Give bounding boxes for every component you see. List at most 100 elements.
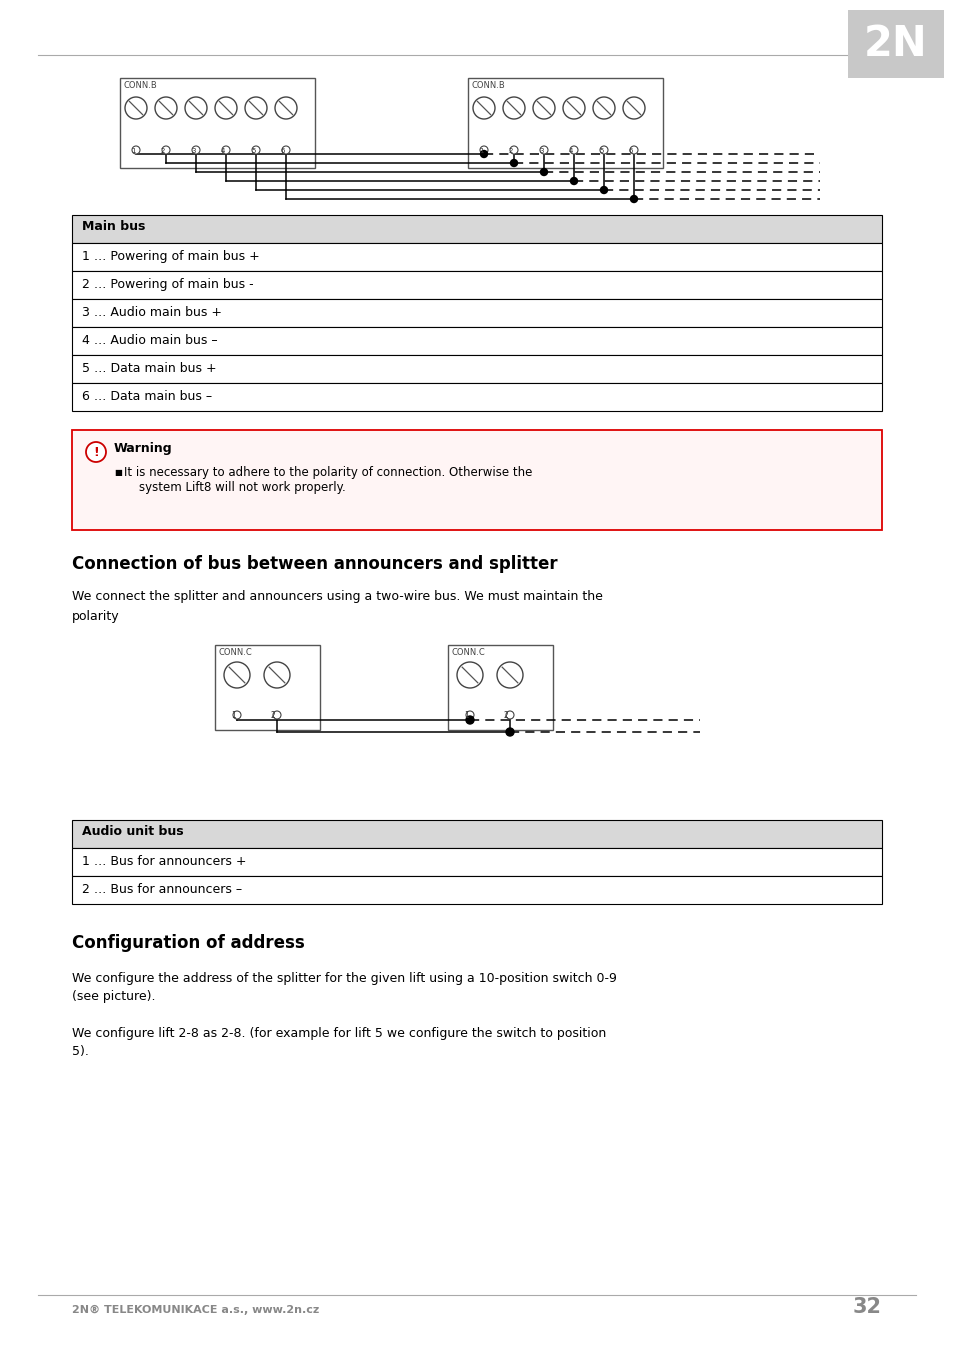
Text: ■: ■ [113,468,122,477]
Circle shape [162,146,170,154]
Text: Main bus: Main bus [82,220,145,234]
Text: 2 … Powering of main bus -: 2 … Powering of main bus - [82,278,253,292]
Text: 3: 3 [538,148,543,154]
Circle shape [86,441,106,462]
Text: 1: 1 [478,148,483,154]
Text: 3: 3 [191,148,195,154]
Bar [71,271,882,298]
Circle shape [510,146,517,154]
Circle shape [599,146,607,154]
Circle shape [480,150,487,158]
Text: We configure the address of the splitter for the given lift using a 10-position : We configure the address of the splitter… [71,972,617,986]
Text: Configuration of address: Configuration of address [71,934,304,952]
Circle shape [273,711,281,720]
Bar [71,848,882,876]
Bar [71,215,882,243]
Text: 4: 4 [221,148,225,154]
Text: 2: 2 [161,148,165,154]
Bar [71,298,882,327]
Circle shape [233,711,241,720]
Text: (see picture).: (see picture). [71,990,155,1003]
Circle shape [510,159,517,166]
Circle shape [465,711,474,720]
Circle shape [224,662,250,688]
Circle shape [473,97,495,119]
Circle shape [125,97,147,119]
Circle shape [599,186,607,193]
Text: 5).: 5). [71,1045,89,1058]
Circle shape [562,97,584,119]
Text: 4: 4 [568,148,573,154]
Circle shape [593,97,615,119]
Text: Audio unit bus: Audio unit bus [82,825,183,838]
Circle shape [505,728,514,736]
Bar [71,819,882,848]
Text: 5: 5 [251,148,255,154]
Circle shape [245,97,267,119]
Text: 5: 5 [598,148,602,154]
Text: 6: 6 [281,148,285,154]
Circle shape [630,196,637,202]
Circle shape [465,716,474,724]
Circle shape [479,146,488,154]
Text: CONN.C: CONN.C [219,648,253,657]
Circle shape [252,146,260,154]
Bar [214,645,319,730]
Circle shape [533,97,555,119]
Bar [71,431,882,531]
Text: 6 … Data main bus –: 6 … Data main bus – [82,390,212,404]
Circle shape [154,97,177,119]
Bar [71,383,882,410]
Text: It is necessary to adhere to the polarity of connection. Otherwise the
    syste: It is necessary to adhere to the polarit… [124,466,532,494]
Bar [71,355,882,383]
Text: 3 … Audio main bus +: 3 … Audio main bus + [82,306,222,319]
Bar [71,876,882,904]
Circle shape [505,711,514,720]
Text: Connection of bus between announcers and splitter: Connection of bus between announcers and… [71,555,558,572]
Circle shape [274,97,296,119]
Text: 2N® TELEKOMUNIKACE a.s., www.2n.cz: 2N® TELEKOMUNIKACE a.s., www.2n.cz [71,1305,319,1315]
Bar [120,78,314,167]
Text: 2 … Bus for announcers –: 2 … Bus for announcers – [82,883,242,896]
Bar [71,243,882,271]
Circle shape [282,146,290,154]
Text: Warning: Warning [113,441,172,455]
Circle shape [214,97,236,119]
Text: CONN.B: CONN.B [472,81,505,90]
Text: 1: 1 [231,711,235,721]
Circle shape [456,662,482,688]
Text: !: ! [93,446,99,459]
Text: 2: 2 [503,711,508,721]
Circle shape [132,146,140,154]
Text: We connect the splitter and announcers using a two-wire bus. We must maintain th: We connect the splitter and announcers u… [71,590,602,603]
Text: 2: 2 [271,711,275,721]
Text: We configure lift 2-8 as 2-8. (for example for lift 5 we configure the switch to: We configure lift 2-8 as 2-8. (for examp… [71,1027,605,1040]
Text: 1 … Powering of main bus +: 1 … Powering of main bus + [82,250,259,263]
Circle shape [622,97,644,119]
Text: 5 … Data main bus +: 5 … Data main bus + [82,362,216,375]
Circle shape [570,177,577,185]
Circle shape [629,146,638,154]
Text: 2: 2 [509,148,513,154]
Text: 2N: 2N [863,23,927,65]
Circle shape [192,146,200,154]
Circle shape [185,97,207,119]
Bar [468,78,662,167]
Bar [71,327,882,355]
Text: polarity: polarity [71,610,119,622]
Bar [448,645,553,730]
Circle shape [222,146,230,154]
Text: 6: 6 [628,148,633,154]
Circle shape [539,146,547,154]
Text: CONN.B: CONN.B [124,81,157,90]
Circle shape [264,662,290,688]
Text: CONN.C: CONN.C [452,648,485,657]
Circle shape [540,169,547,176]
Text: 32: 32 [852,1297,882,1318]
Circle shape [497,662,522,688]
Bar [847,9,943,78]
Text: 1: 1 [131,148,135,154]
Circle shape [569,146,578,154]
Text: 4 … Audio main bus –: 4 … Audio main bus – [82,333,217,347]
Circle shape [502,97,524,119]
